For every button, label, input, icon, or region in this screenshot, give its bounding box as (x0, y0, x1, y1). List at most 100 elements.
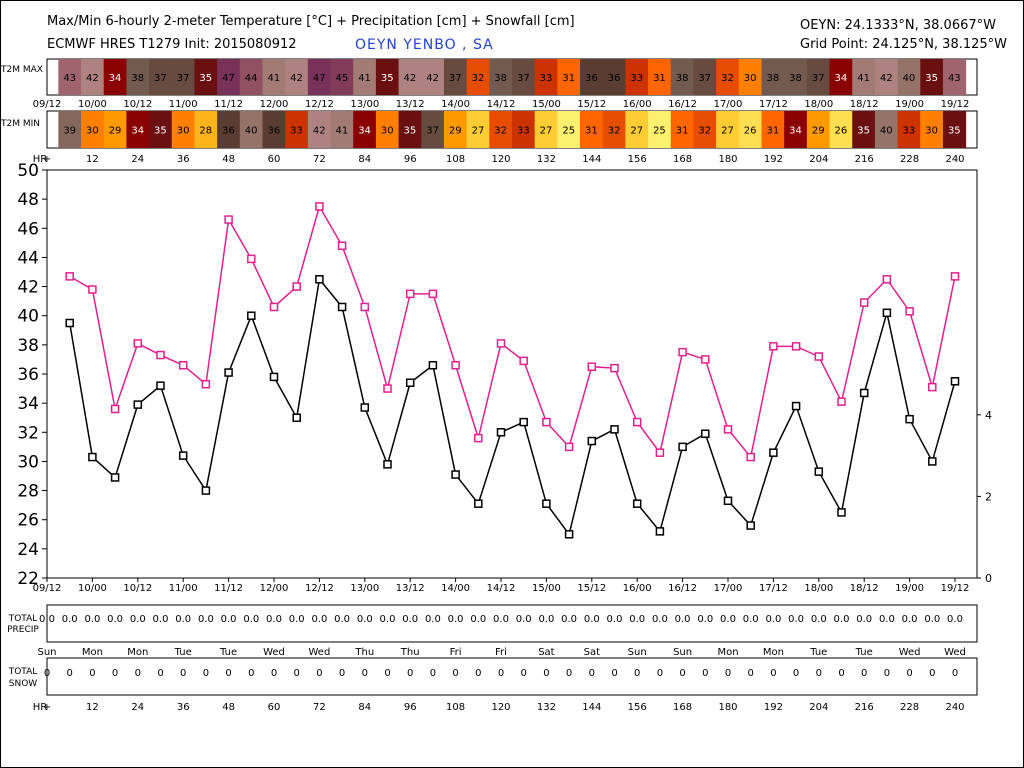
t2m-min-point (610, 425, 619, 434)
max-strip-value: 42 (426, 73, 439, 84)
t2m-max-point (769, 342, 778, 351)
min-strip-cell (580, 111, 604, 148)
snow-value: 0 (135, 668, 141, 679)
max-strip-cell (874, 59, 899, 95)
max-strip-value: 36 (585, 73, 598, 84)
hr-label: 192 (764, 154, 783, 165)
precip-value: 0.0 (584, 614, 600, 625)
precip-value: 0.0 (720, 614, 736, 625)
max-strip-value: 38 (789, 73, 802, 84)
max-strip-cell (489, 59, 513, 95)
precip-value: 0.0 (380, 614, 396, 625)
min-strip-value: 39 (63, 126, 76, 137)
y-tick-label: 38 (17, 336, 39, 356)
min-strip-value: 34 (358, 126, 371, 137)
t2m-max-point (905, 307, 914, 316)
y2-tick-label: 2 (985, 490, 992, 503)
time-label: 16/00 (623, 583, 652, 594)
max-strip-cell (262, 59, 286, 95)
hr-label: 132 (537, 154, 556, 165)
y-tick-label: 42 (17, 278, 39, 298)
precip-value: 0.0 (811, 614, 827, 625)
min-strip-value: 32 (608, 126, 621, 137)
precip-value: 0.0 (62, 614, 78, 625)
max-strip-cell (103, 59, 127, 95)
hr-label: 60 (268, 702, 281, 713)
snow-value: 0 (952, 668, 958, 679)
snow-value: 0 (725, 668, 731, 679)
day-label: Thu (354, 647, 374, 658)
time-label: 19/12 (941, 583, 970, 594)
t2m-min-point (133, 400, 143, 409)
max-strip-cell (852, 59, 876, 95)
time-label: 12/12 (305, 99, 334, 110)
y-tick-label: 40 (17, 307, 39, 327)
model-info: ECMWF HRES T1279 Init: 2015080912 (47, 37, 297, 52)
hr-label: 180 (718, 702, 737, 713)
precip-value: 0.0 (629, 614, 645, 625)
min-strip-cell (761, 111, 785, 148)
day-label: Mon (127, 647, 148, 658)
t2m-max-point (201, 379, 211, 389)
time-label: 14/00 (441, 99, 470, 110)
hr-label: 72 (313, 154, 326, 165)
min-strip-value: 36 (222, 126, 235, 137)
hr-label: 48 (222, 154, 235, 165)
t2m-max-point (814, 352, 824, 361)
precip-value: 0.0 (561, 614, 577, 625)
t2m-min-point (292, 413, 301, 422)
max-strip-cell (466, 59, 490, 95)
precip-value: 0.0 (765, 614, 781, 625)
t2m-min-point (928, 457, 937, 466)
min-strip-cell (330, 111, 354, 148)
precip-value: 0.0 (84, 614, 100, 625)
t2m-max-point (723, 425, 733, 434)
station-name: OEYN YENBO , SA (355, 37, 494, 53)
t2m-min-point (405, 378, 415, 387)
min-strip-value: 30 (177, 126, 190, 137)
max-strip-cell (784, 59, 808, 95)
min-strip-value: 30 (86, 126, 99, 137)
max-strip-value: 37 (698, 73, 711, 84)
max-strip-value: 32 (472, 73, 485, 84)
hr-label: 12 (86, 702, 99, 713)
min-strip-value: 33 (517, 126, 530, 137)
hr-label: 96 (404, 154, 417, 165)
hr-label: 216 (855, 702, 874, 713)
t2m-min-point (247, 311, 256, 320)
day-labels: Sun Mon Mon Tue Tue Wed Wed Thu Thu Fri Fri Sat Sat S… (37, 647, 965, 658)
day-label: Tue (219, 647, 237, 658)
hr-label: 84 (358, 702, 371, 713)
max-strip-cell (670, 59, 694, 95)
precip-value: 0.0 (334, 614, 350, 625)
y-axis: 22 24 26 28 30 32 34 36 38 40 42 44 46 48 50 (17, 161, 47, 589)
t2m-max-point (405, 289, 415, 299)
t2m-min-point (224, 368, 233, 377)
snow-value: 0 (67, 668, 73, 679)
t2m-min-point (542, 499, 551, 508)
t2m-min-point (337, 302, 347, 312)
precip-value: 0.0 (402, 614, 418, 625)
hr-label: 72 (313, 702, 326, 713)
chart-title: Max/Min 6-hourly 2-meter Temperature [°C… (47, 14, 575, 29)
y-tick-label: 48 (17, 190, 39, 210)
max-strip-value: 47 (313, 73, 326, 84)
min-strip-value: 34 (789, 126, 802, 137)
max-strip-cell (353, 59, 377, 95)
time-label: 11/12 (214, 99, 243, 110)
t2m-max-point (882, 275, 892, 284)
max-strip-value: 41 (267, 73, 280, 84)
t2m-max-point (269, 302, 279, 312)
max-strip: 43 42 34 38 37 37 35 47 44 41 42 47 45 41 35 42 42 37 32 38… (58, 59, 967, 95)
max-strip-value: 47 (222, 73, 235, 84)
min-strip-value: 29 (449, 126, 462, 137)
day-label: Sun (673, 647, 692, 658)
snow-value: 0 (748, 668, 754, 679)
min-strip-cell (58, 111, 82, 148)
hr-label: 192 (764, 702, 783, 713)
t2m-max-point (133, 339, 143, 348)
t2m-min-point (178, 451, 188, 460)
t2m-max-point (156, 350, 165, 360)
min-strip-cell (353, 111, 377, 148)
t2m-min-point (269, 372, 279, 382)
